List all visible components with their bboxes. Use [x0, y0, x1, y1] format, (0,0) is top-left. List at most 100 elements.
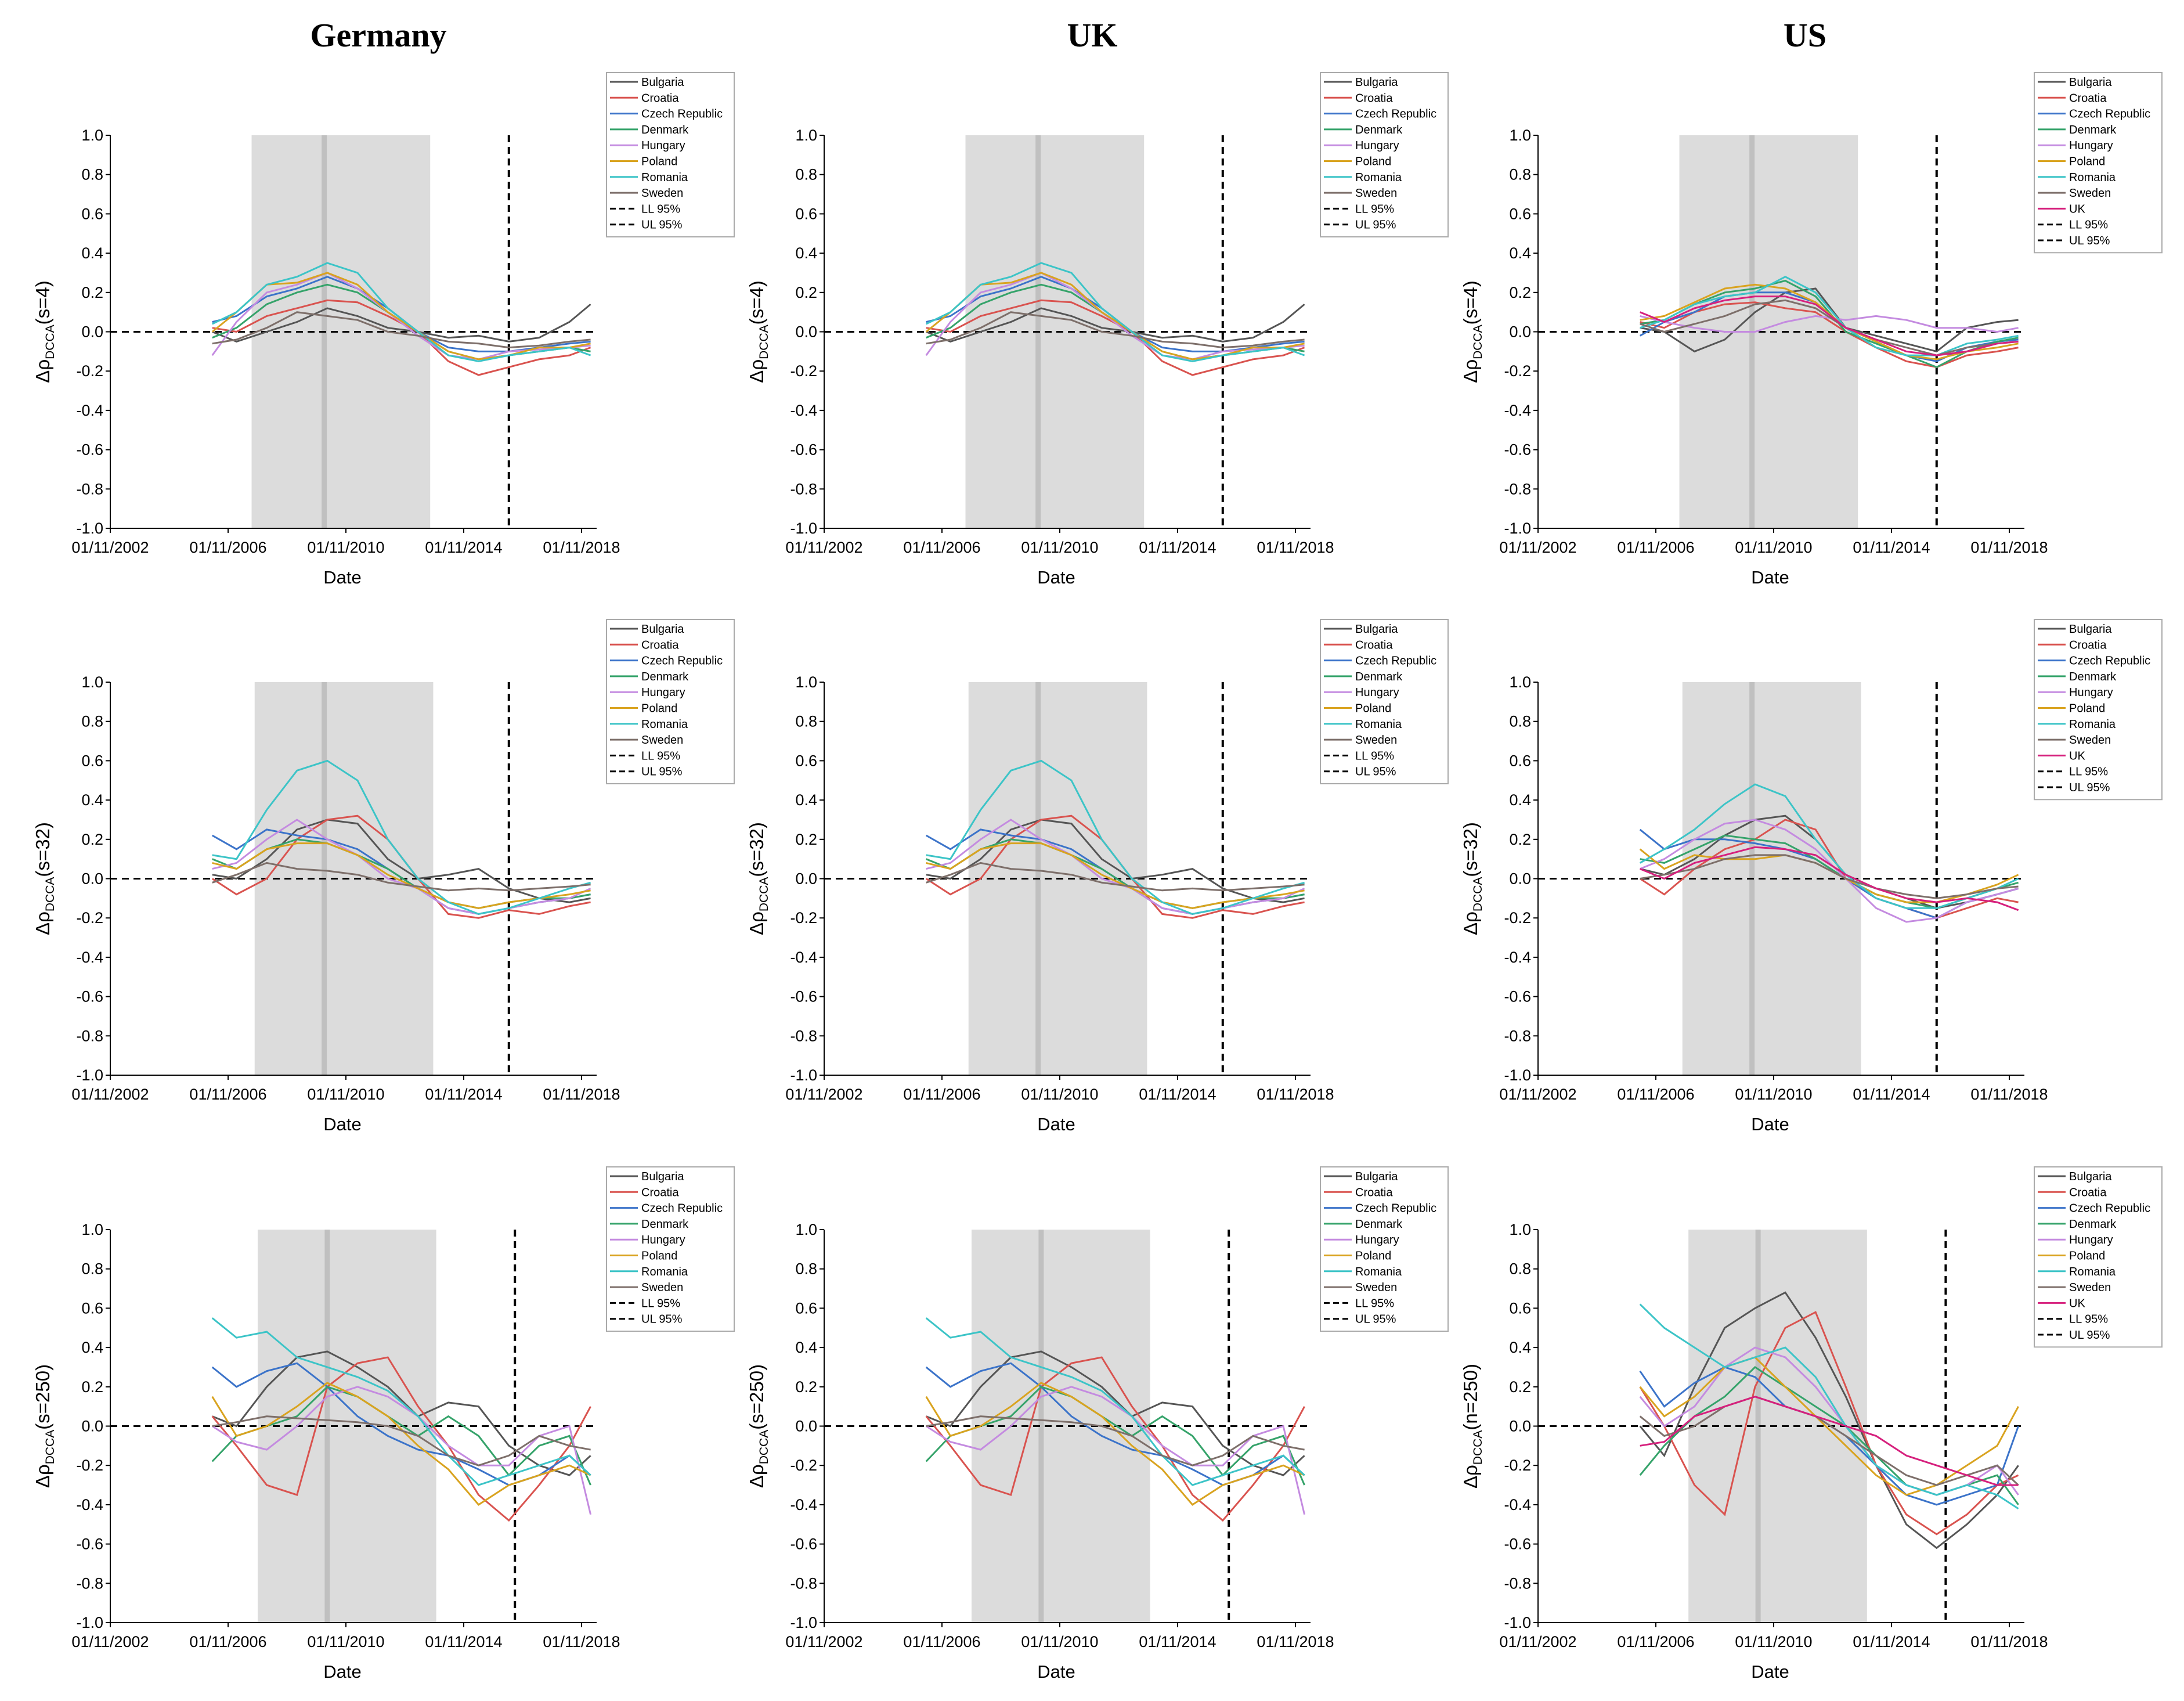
chart-germany-s4: 1.0 0.8 0.6 0.4 0.2 0.0 -0.2 -0.4 -0.6 -0.8 -1.0 01…	[32, 72, 735, 588]
legend-label: UK	[2069, 1297, 2085, 1310]
y-tick-label: -0.8	[76, 1027, 103, 1044]
x-axis-title: Date	[323, 567, 361, 588]
y-tick-label: -0.4	[790, 1496, 817, 1513]
y-tick-label: 0.8	[1509, 1260, 1531, 1278]
series-line-denmark	[211, 1386, 591, 1486]
legend-label: Czech Republic	[2069, 655, 2150, 668]
y-tick-label: 0.4	[1509, 791, 1531, 809]
y-tick-label: -0.2	[76, 909, 103, 927]
y-tick-label: 0.2	[81, 284, 103, 301]
series-line-bulgaria	[926, 819, 1305, 903]
legend-label: Sweden	[1355, 187, 1397, 200]
y-tick-label: -0.6	[790, 1536, 817, 1553]
legend-label: Poland	[641, 1250, 677, 1263]
x-tick-label: 01/11/2006	[1617, 539, 1694, 556]
y-tick-label: 0.0	[81, 870, 103, 888]
legend-label: UL 95%	[2069, 1329, 2110, 1342]
y-tick-label: 0.0	[1509, 870, 1531, 888]
legend-label: Hungary	[1355, 139, 1399, 152]
y-tick-label: 1.0	[795, 1221, 817, 1238]
legend-box	[606, 72, 735, 237]
legend-label: Croatia	[641, 1186, 679, 1199]
series-line-bulgaria	[926, 1350, 1305, 1476]
x-axis-title: Date	[1037, 1662, 1075, 1682]
series-line-bulgaria	[212, 819, 591, 903]
y-tick-label: -0.8	[1504, 480, 1531, 498]
series-line-sweden	[212, 862, 591, 892]
chart-us-s4: 1.0 0.8 0.6 0.4 0.2 0.0 -0.2 -0.4 -0.6 -0.8 -1.0 01…	[1460, 72, 2163, 588]
y-tick-label: 0.2	[795, 284, 817, 301]
x-tick-label: 01/11/2002	[785, 1633, 862, 1650]
series-line-hungary	[211, 1386, 592, 1515]
legend-label: Czech Republic	[1355, 1202, 1436, 1215]
legend-label: UL 95%	[2069, 235, 2110, 247]
y-tick-label: -0.2	[1504, 362, 1531, 380]
series-line-croatia	[1639, 819, 2019, 919]
y-tick-label: -0.2	[1504, 1457, 1531, 1474]
y-tick-label: -0.4	[76, 402, 103, 419]
legend-box	[606, 619, 735, 784]
series-line-bulgaria	[1640, 287, 2019, 353]
x-tick-label: 01/11/2018	[1257, 1086, 1334, 1103]
x-tick-label: 01/11/2010	[307, 1633, 384, 1650]
series-line-bulgaria	[926, 303, 1305, 343]
series-line-poland	[1639, 1356, 2019, 1496]
y-tick-label: -0.8	[1504, 1027, 1531, 1044]
legend-label: Sweden	[641, 1281, 683, 1294]
y-tick-label: 0.6	[1509, 1299, 1531, 1317]
legend-label: Croatia	[2069, 92, 2107, 104]
x-tick-label: 01/11/2018	[1970, 539, 2048, 556]
legend-label: Denmark	[2069, 671, 2117, 683]
legend-label: Denmark	[1355, 124, 1403, 136]
y-tick-label: 0.4	[1509, 244, 1531, 262]
x-tick-label: 01/11/2006	[1617, 1086, 1694, 1103]
y-tick-label: 0.4	[795, 1339, 817, 1356]
legend-label: Croatia	[2069, 639, 2107, 651]
x-tick-label: 01/11/2010	[1735, 1633, 1812, 1650]
legend-label: Czech Republic	[1355, 108, 1436, 121]
y-tick-label: -0.4	[1504, 1496, 1531, 1513]
series-line-romania	[926, 759, 1305, 915]
legend-label: Croatia	[1355, 92, 1393, 104]
series-line-sweden	[926, 1415, 1305, 1466]
y-tick-label: 1.0	[1509, 1221, 1531, 1238]
legend-label: Czech Republic	[641, 1202, 723, 1215]
legend-label: Romania	[641, 718, 688, 731]
x-axis-title: Date	[323, 1114, 361, 1134]
legend-label: Czech Republic	[641, 108, 723, 121]
column-title-us: US	[1784, 16, 1826, 54]
legend-label: Croatia	[2069, 1186, 2107, 1199]
series-line-romania	[926, 262, 1305, 362]
legend-label: Romania	[1355, 1266, 1402, 1278]
legend-label: UL 95%	[1355, 766, 1396, 779]
y-tick-label: 0.6	[81, 752, 103, 769]
series-line-romania	[1639, 1303, 2019, 1509]
x-tick-label: 01/11/2010	[307, 539, 384, 556]
legend-label: Denmark	[1355, 671, 1403, 683]
legend-label: Bulgaria	[2069, 1170, 2112, 1183]
legend-label: Sweden	[641, 734, 683, 747]
y-tick-label: -0.2	[790, 362, 817, 380]
legend-label: Croatia	[641, 92, 679, 104]
legend-label: Hungary	[1355, 686, 1399, 699]
legend-label: Romania	[1355, 171, 1402, 184]
y-tick-label: -1.0	[76, 1066, 103, 1084]
x-axis-title: Date	[1037, 567, 1075, 588]
legend-label: UK	[2069, 203, 2085, 215]
legend-label: UL 95%	[641, 219, 683, 232]
chart-germany-s250: 1.0 0.8 0.6 0.4 0.2 0.0 -0.2 -0.4 -0.6 -0.8 -1.0 01…	[32, 1166, 735, 1682]
y-tick-label: 1.0	[1509, 127, 1531, 144]
legend-label: Poland	[2069, 156, 2105, 168]
y-tick-label: 0.2	[81, 1378, 103, 1396]
legend-label: Sweden	[1355, 734, 1397, 747]
y-axis-title: ΔρDCCA(s=4)	[32, 280, 57, 383]
x-tick-label: 01/11/2006	[1617, 1633, 1694, 1650]
y-tick-label: -0.2	[1504, 909, 1531, 927]
y-tick-label: -0.4	[790, 402, 817, 419]
x-tick-label: 01/11/2002	[71, 1633, 149, 1650]
legend-label: Hungary	[1355, 1234, 1399, 1246]
y-tick-label: 0.4	[81, 1339, 103, 1356]
y-tick-label: 0.4	[795, 244, 817, 262]
legend-label: Poland	[1355, 1250, 1391, 1263]
